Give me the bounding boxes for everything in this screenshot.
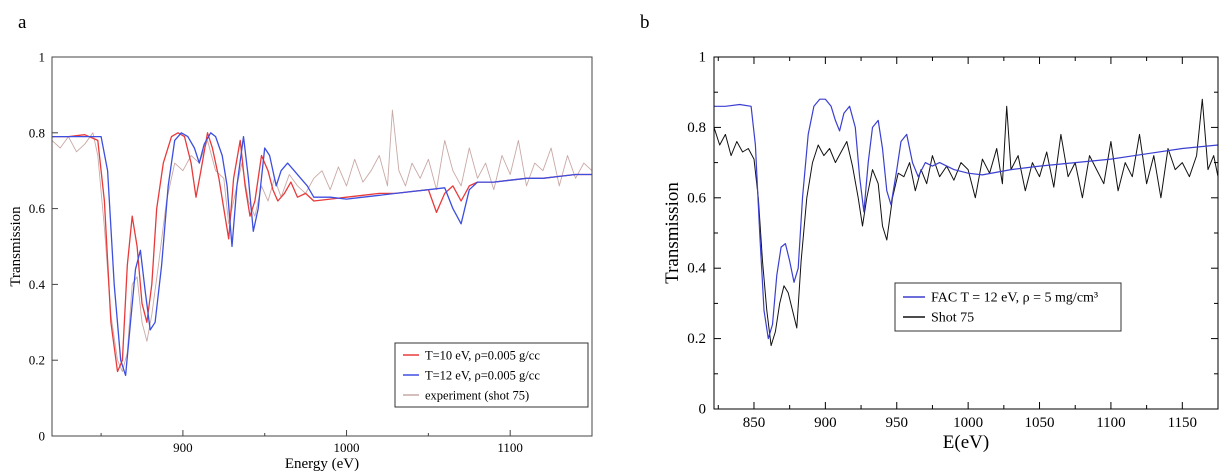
plot-frame-1	[713, 56, 1219, 410]
x-tick-label-1-0: 850	[743, 415, 766, 431]
series-line-1-0	[714, 98, 1218, 347]
x-tick-label-0-2: 1100	[497, 440, 523, 455]
y-tick-label-1-2: 0.4	[687, 261, 706, 277]
legend-label-0-2: T=12 eV, ρ=0.005 g/cc	[425, 369, 540, 383]
y-tick-label-1-0: 0	[699, 402, 707, 418]
series-line-1-1	[714, 98, 1218, 340]
legend-box-0	[394, 342, 589, 408]
x-tick-label-1-1: 900	[814, 415, 837, 431]
y-axis-label-0: Transmission	[8, 206, 24, 287]
legend-label-0-0: experiment (shot 75)	[425, 389, 529, 403]
y-tick-label-1-3: 0.6	[687, 190, 706, 206]
x-tick-label-1-2: 950	[886, 415, 909, 431]
y-axis-label-1: Transmission	[662, 182, 683, 284]
y-tick-label-1-1: 0.2	[687, 331, 706, 347]
x-tick-label-0-0: 900	[173, 440, 193, 455]
y-tick-label-0-1: 0.2	[29, 353, 45, 368]
series-line-0-2	[52, 132, 592, 377]
panel-b-letter: b	[640, 12, 650, 33]
x-axis-label-0: Energy (eV)	[285, 456, 359, 472]
series-line-0-1	[52, 132, 592, 373]
x-axis-label-1: E(eV)	[943, 432, 989, 453]
legend-label-1-0: Shot 75	[931, 311, 974, 326]
chart-b-svg: b 850 900 950 1000 1050 1100 1150 0 0.2 0.4 0.6 0.8…	[640, 12, 1219, 453]
legend-label-1-1: FAC T = 12 eV, ρ = 5 mg/cm³	[931, 291, 1098, 306]
y-tick-label-0-4: 0.8	[29, 125, 45, 140]
y-tick-label-0-2: 0.4	[29, 277, 46, 292]
x-tick-label-1-5: 1100	[1096, 415, 1125, 431]
plot-frame-0	[51, 56, 593, 437]
y-tick-label-1-4: 0.8	[687, 120, 706, 136]
series-line-0-0	[52, 109, 592, 373]
y-tick-label-0-5: 1	[39, 50, 46, 65]
panel-a-letter: a	[18, 12, 27, 33]
y-tick-label-1-5: 1	[699, 50, 707, 66]
y-tick-label-0-0: 0	[39, 429, 46, 444]
chart-a-svg: a 900 1000 1100 0 0.2 0.4 0.6 0.8 1 Energy (eV) Tr…	[8, 12, 593, 472]
chart-panel-a: a 900 1000 1100 0 0.2 0.4 0.6 0.8 1 Energy (eV) Tr…	[0, 0, 600, 472]
x-tick-label-1-4: 1050	[1025, 415, 1055, 431]
x-tick-label-1-3: 1000	[953, 415, 983, 431]
x-tick-label-0-1: 1000	[334, 440, 360, 455]
legend-label-0-1: T=10 eV, ρ=0.005 g/cc	[425, 349, 540, 363]
x-tick-label-1-6: 1150	[1168, 415, 1197, 431]
chart-panel-b: b 850 900 950 1000 1050 1100 1150 0 0.2 0.4 0.6 0.8…	[622, 0, 1222, 472]
y-tick-label-0-3: 0.6	[29, 201, 46, 216]
legend-box-1	[894, 282, 1122, 332]
